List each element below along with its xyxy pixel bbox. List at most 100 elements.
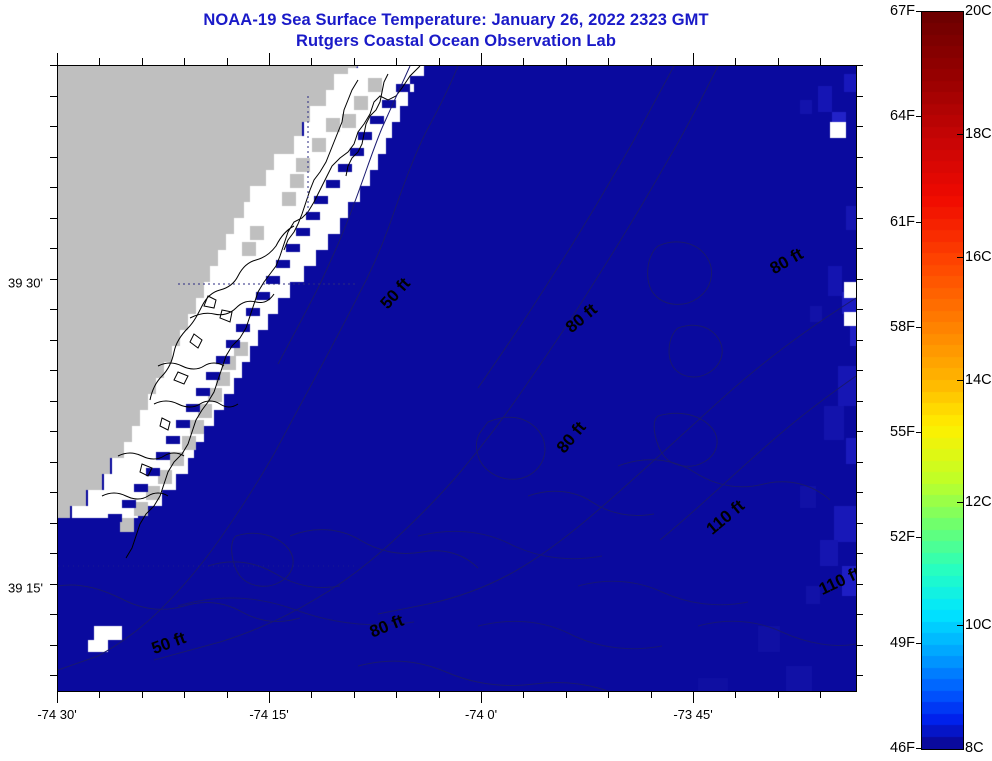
colorbar-label-fahrenheit: 58F [890,318,915,335]
colorbar-tick-celsius [957,625,963,627]
x-axis-label: -73 45' [673,707,713,722]
depth-contour-110ft-closed [653,412,718,467]
depth-contour-80ft-branch [477,66,675,389]
y-axis-minor-tick [50,340,57,341]
y-axis-minor-tick-right [856,187,863,188]
colorbar-label-celsius: 18C [965,125,992,142]
x-axis-minor-tick-top [439,58,440,65]
coastline-bay-north [189,293,275,319]
coastline-marsh-island-4 [159,417,171,431]
y-axis-minor-tick-right [856,279,863,280]
x-axis-minor-tick-top [735,58,736,65]
colorbar-tick-celsius [957,379,963,381]
coastline-delaware-bay [149,225,295,401]
x-axis-minor-tick [523,691,524,698]
y-axis-minor-tick [50,157,57,158]
colorbar-label-celsius: 12C [965,494,992,511]
x-axis-minor-tick [227,691,228,698]
colorbar-label-celsius: 8C [965,740,984,756]
title-line-2: Rutgers Coastal Ocean Observation Lab [295,32,617,50]
colorbar-label-fahrenheit: 52F [890,529,915,546]
coastline-barrier-island [283,79,359,251]
colorbar-tick-fahrenheit [916,11,922,12]
colorbar-label-fahrenheit: 49F [890,634,915,651]
coastline-bay-south [117,452,185,460]
y-axis-minor-tick-right [856,218,863,219]
colorbar-label-celsius: 16C [965,248,992,265]
x-axis-label: -74 0' [464,707,498,722]
depth-contour-50ft [58,66,459,671]
colorbar-label-fahrenheit: 46F [890,740,915,756]
colorbar-tick-celsius [957,502,963,504]
y-axis-minor-tick [50,523,57,524]
y-axis-minor-tick [50,187,57,188]
colorbar-tick-celsius [957,133,963,135]
coastline-inlet-detail [345,73,389,177]
y-axis-minor-tick-right [856,370,863,371]
y-axis-label: 39 30' [7,275,43,291]
y-axis-minor-tick-right [856,157,863,158]
x-axis-minor-tick-top [227,58,228,65]
depth-contour-80ft-lower [289,529,479,569]
svg-text:50 ft: 50 ft [376,274,414,313]
y-axis-minor-tick [50,279,57,280]
depth-contour-label: 80 ft [562,299,601,336]
x-axis-minor-tick-top [184,58,185,65]
depth-contour-50ft-lower [58,584,301,622]
y-axis-minor-tick-right [856,96,863,97]
x-axis-minor-tick-top [778,58,779,65]
x-axis-minor-tick [439,691,440,698]
depth-contour-small-loop [231,532,294,587]
y-axis-minor-tick [50,401,57,402]
svg-text:80 ft: 80 ft [562,299,601,336]
depth-contour-80ft [153,66,719,661]
depth-contour-80ft-lobe-2 [647,241,713,305]
depth-contour-label: 50 ft [149,628,189,658]
colorbar-tick-fahrenheit [916,116,922,118]
sst-raster-layer [58,66,856,691]
coastline-marsh-island-0 [203,295,217,309]
colorbar-label-fahrenheit: 64F [890,108,915,125]
depth-contour-label: 80 ft [767,244,807,278]
colorbar-label-celsius: 10C [965,617,992,634]
x-axis-major-tick [57,691,58,703]
colorbar-tick-fahrenheit [916,326,922,328]
coastline-bay-marsh [157,362,225,370]
y-axis-minor-tick-right [856,462,863,463]
depth-contour-label: 110 ft [816,563,856,599]
y-axis-label: 39 15' [7,580,43,596]
colorbar-gradient [922,12,963,749]
x-axis-minor-tick [778,691,779,698]
colorbar-tick-fahrenheit [916,642,922,644]
depth-contour-label: 50 ft [376,274,414,313]
y-axis-minor-tick [50,96,57,97]
colorbar-tick-fahrenheit [916,537,922,539]
chart-title: NOAA-19 Sea Surface Temperature: January… [57,10,855,52]
depth-contour-110ft-lobe-2 [527,490,655,516]
temperature-colorbar [921,11,964,750]
y-axis-minor-tick-right [856,584,863,585]
coastline-marsh-island-3 [173,371,189,385]
y-axis-minor-tick-right [856,645,863,646]
y-axis-minor-tick-right [856,614,863,615]
x-axis-minor-tick [820,691,821,698]
colorbar-label-fahrenheit: 67F [890,3,915,19]
y-axis-minor-tick-right [856,340,863,341]
colorbar-label-fahrenheit: 61F [890,213,915,230]
x-axis-minor-tick-top [396,58,397,65]
depth-contour-110ft-lobe [617,459,831,501]
x-axis-major-tick-top [481,53,482,65]
colorbar-label-celsius: 14C [965,371,992,388]
y-axis-minor-tick [50,248,57,249]
coastline-marsh-island-1 [219,309,233,323]
x-axis-minor-tick [608,691,609,698]
y-axis-minor-tick-right [856,248,863,249]
x-axis-minor-tick-top [820,58,821,65]
x-axis-minor-tick-top [608,58,609,65]
svg-text:80 ft: 80 ft [767,244,807,278]
x-axis-minor-tick [354,691,355,698]
x-axis-minor-tick [396,691,397,698]
ocean-feature-filament-0 [177,597,415,626]
